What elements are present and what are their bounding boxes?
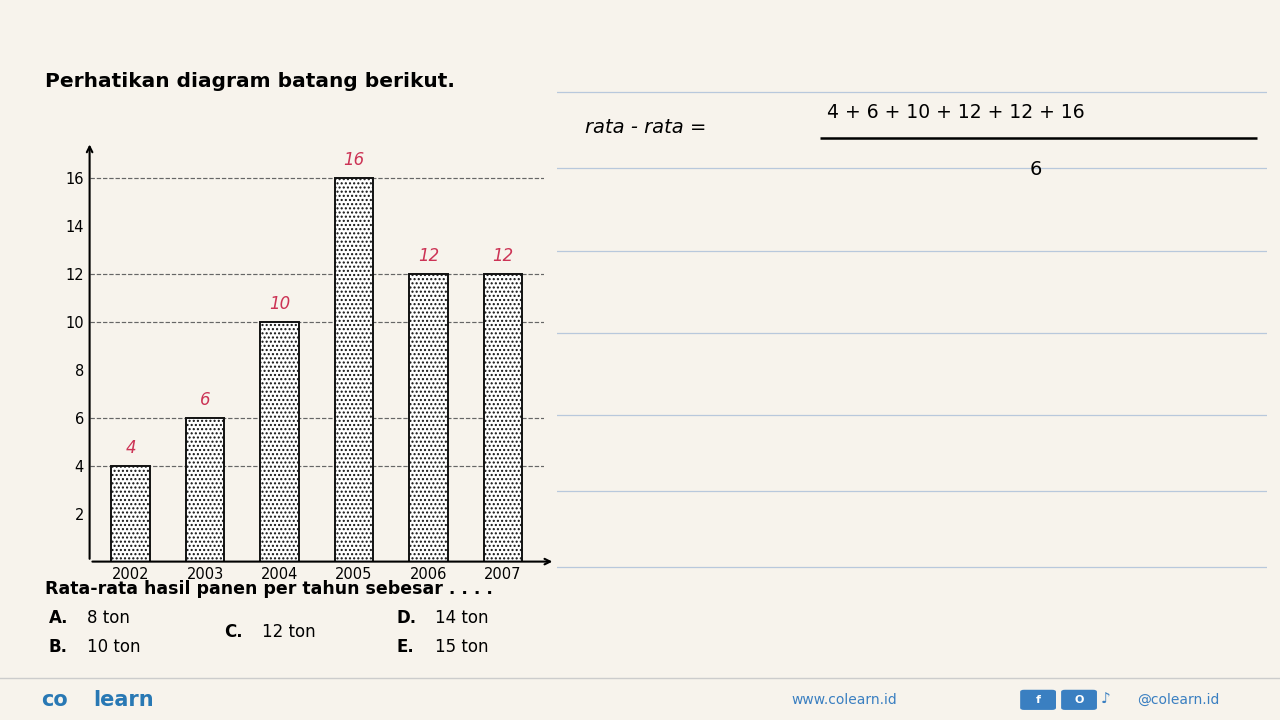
- Text: learn: learn: [93, 690, 154, 710]
- Text: 4: 4: [125, 439, 136, 457]
- Text: O: O: [1074, 695, 1084, 705]
- Text: C.: C.: [224, 624, 243, 642]
- Text: 4 + 6 + 10 + 12 + 12 + 16: 4 + 6 + 10 + 12 + 12 + 16: [827, 103, 1084, 122]
- Text: 12: 12: [493, 247, 513, 265]
- Text: f: f: [1036, 695, 1041, 705]
- Text: A.: A.: [49, 609, 68, 627]
- Text: @colearn.id: @colearn.id: [1137, 693, 1219, 707]
- Bar: [260, 322, 300, 562]
- Text: E.: E.: [397, 638, 415, 656]
- Text: 10: 10: [269, 295, 291, 313]
- Text: ♪: ♪: [1101, 693, 1111, 707]
- Bar: [410, 274, 448, 562]
- Text: 15 ton: 15 ton: [435, 638, 489, 656]
- Text: 14 ton: 14 ton: [435, 609, 489, 627]
- Text: Perhatikan diagram batang berikut.: Perhatikan diagram batang berikut.: [45, 72, 454, 91]
- Text: D.: D.: [397, 609, 417, 627]
- Bar: [186, 418, 224, 562]
- Text: Rata-rata hasil panen per tahun sebesar . . . .: Rata-rata hasil panen per tahun sebesar …: [45, 580, 493, 598]
- Text: www.colearn.id: www.colearn.id: [791, 693, 897, 707]
- Text: 8 ton: 8 ton: [87, 609, 129, 627]
- Text: 12 ton: 12 ton: [262, 624, 316, 642]
- Text: 10 ton: 10 ton: [87, 638, 141, 656]
- Text: 12: 12: [417, 247, 439, 265]
- Text: co: co: [41, 690, 68, 710]
- Bar: [111, 466, 150, 562]
- Bar: [334, 178, 374, 562]
- Text: B.: B.: [49, 638, 68, 656]
- Bar: [484, 274, 522, 562]
- Text: 16: 16: [343, 151, 365, 169]
- Text: rata - rata =: rata - rata =: [585, 117, 707, 137]
- Text: 6: 6: [200, 391, 210, 409]
- Text: 6: 6: [1029, 160, 1042, 179]
